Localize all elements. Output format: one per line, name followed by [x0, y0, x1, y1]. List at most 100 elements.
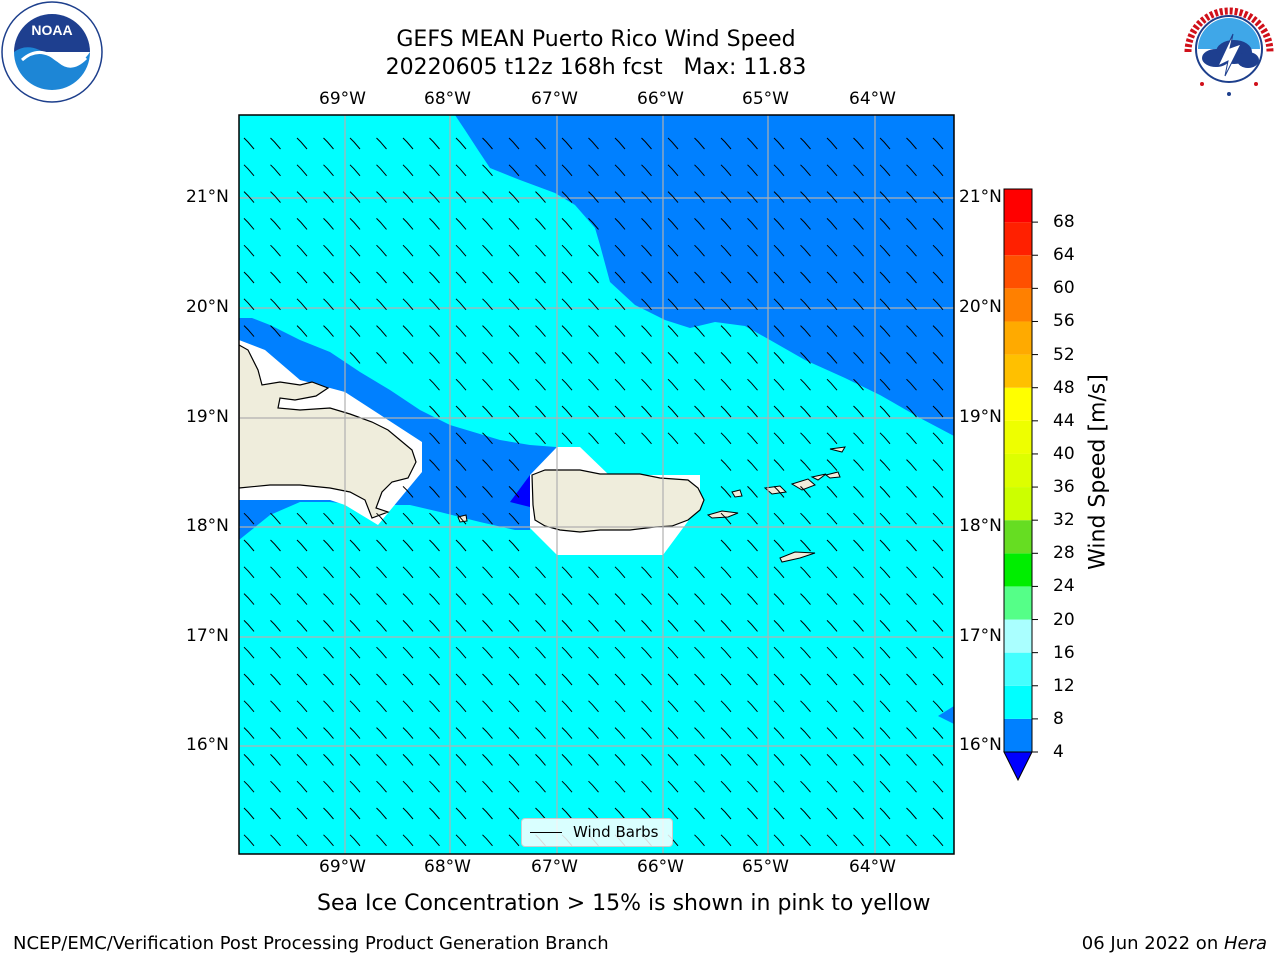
wind-barb — [243, 298, 255, 311]
wind-barb — [720, 780, 732, 793]
wind-barb — [932, 700, 944, 713]
wind-barb — [853, 405, 864, 418]
wind-barb — [588, 566, 599, 579]
lon-label-bottom: 66°W — [637, 857, 684, 877]
wind-barb — [800, 673, 811, 686]
wind-barb — [455, 378, 467, 391]
wind-barb — [773, 432, 785, 445]
wind-barb — [747, 727, 758, 739]
wind-barb — [879, 352, 891, 364]
wind-barb — [535, 271, 546, 284]
wind-barb — [773, 191, 785, 203]
wind-barb — [614, 244, 626, 257]
wind-barb — [614, 191, 626, 203]
wind-zone-below-4 — [510, 475, 530, 507]
wind-barb — [243, 325, 255, 337]
wind-barb — [535, 191, 546, 203]
wind-barb — [508, 486, 520, 498]
wind-barb — [667, 620, 679, 632]
wind-barb — [879, 244, 891, 257]
wind-barb — [879, 834, 891, 847]
wind-barb — [879, 512, 891, 525]
wind-barb — [482, 432, 493, 445]
wind-barb — [694, 352, 705, 364]
wind-barb — [561, 298, 573, 311]
wind-barb — [747, 486, 758, 498]
wind-barb — [932, 325, 944, 337]
wind-barb — [402, 673, 414, 686]
wind-barb — [667, 191, 679, 203]
wind-barb — [376, 620, 387, 632]
wind-barb — [455, 325, 467, 337]
wind-barb — [800, 271, 811, 284]
wind-barb — [932, 727, 944, 739]
wind-barb — [773, 780, 785, 793]
wind-barb — [296, 593, 308, 605]
colorbar-bin — [1004, 222, 1032, 256]
wind-barb — [482, 486, 493, 498]
wind-barb — [323, 673, 334, 686]
wind-barb — [747, 620, 758, 632]
wind-barb — [508, 512, 520, 525]
colorbar-bin — [1004, 586, 1032, 620]
wind-barb — [429, 512, 440, 525]
wind-barb — [561, 137, 573, 150]
wind-barb — [694, 432, 705, 445]
wind-barb — [800, 325, 811, 337]
colorbar-bin — [1004, 387, 1032, 421]
wind-barb — [720, 244, 732, 257]
wind-barb — [482, 673, 493, 686]
wind-barb — [773, 137, 785, 150]
wind-barb — [323, 325, 334, 337]
wind-barb — [455, 566, 467, 579]
wind-barb — [853, 807, 864, 820]
lat-label-right: 20°N — [959, 297, 1002, 317]
wind-barb — [773, 620, 785, 632]
wind-barb — [906, 834, 917, 847]
wind-barb — [826, 700, 838, 713]
wind-barb — [588, 700, 599, 713]
wind-barb — [641, 137, 652, 150]
wind-barb — [508, 378, 520, 391]
lon-label-bottom: 69°W — [319, 857, 366, 877]
wind-barb — [614, 620, 626, 632]
wind-barb — [402, 727, 414, 739]
wind-barb — [694, 244, 705, 257]
wind-barb — [720, 593, 732, 605]
wind-barb — [879, 271, 891, 284]
wind-barb — [588, 325, 599, 337]
colorbar-bin — [1004, 619, 1032, 653]
colorbar-bin — [1004, 321, 1032, 355]
wind-barb — [720, 646, 732, 659]
wind-barb — [243, 673, 255, 686]
wind-barb — [932, 405, 944, 418]
wind-barb — [243, 566, 255, 579]
wind-barb — [614, 673, 626, 686]
wind-barb — [932, 780, 944, 793]
wind-barb — [773, 646, 785, 659]
wind-barb — [270, 512, 281, 525]
wind-barb — [561, 593, 573, 605]
wind-barb — [535, 164, 546, 177]
wind-barb — [826, 405, 838, 418]
wind-barb — [720, 700, 732, 713]
wind-barb — [561, 378, 573, 391]
wind-barb — [906, 432, 917, 445]
wind-barb — [853, 780, 864, 793]
wind-barb — [455, 486, 467, 498]
wind-barb — [641, 727, 652, 739]
wind-barb — [402, 271, 414, 284]
wind-barb — [667, 405, 679, 418]
wind-barb — [243, 807, 255, 820]
wind-barb — [455, 352, 467, 364]
wind-barb — [614, 164, 626, 177]
wind-barb — [296, 646, 308, 659]
wind-barb — [270, 754, 281, 766]
wind-barb — [243, 512, 255, 525]
wind-barb — [482, 325, 493, 337]
wind-barb — [826, 620, 838, 632]
wind-barb — [906, 727, 917, 739]
wind-barb — [800, 754, 811, 766]
wind-barb — [747, 378, 758, 391]
